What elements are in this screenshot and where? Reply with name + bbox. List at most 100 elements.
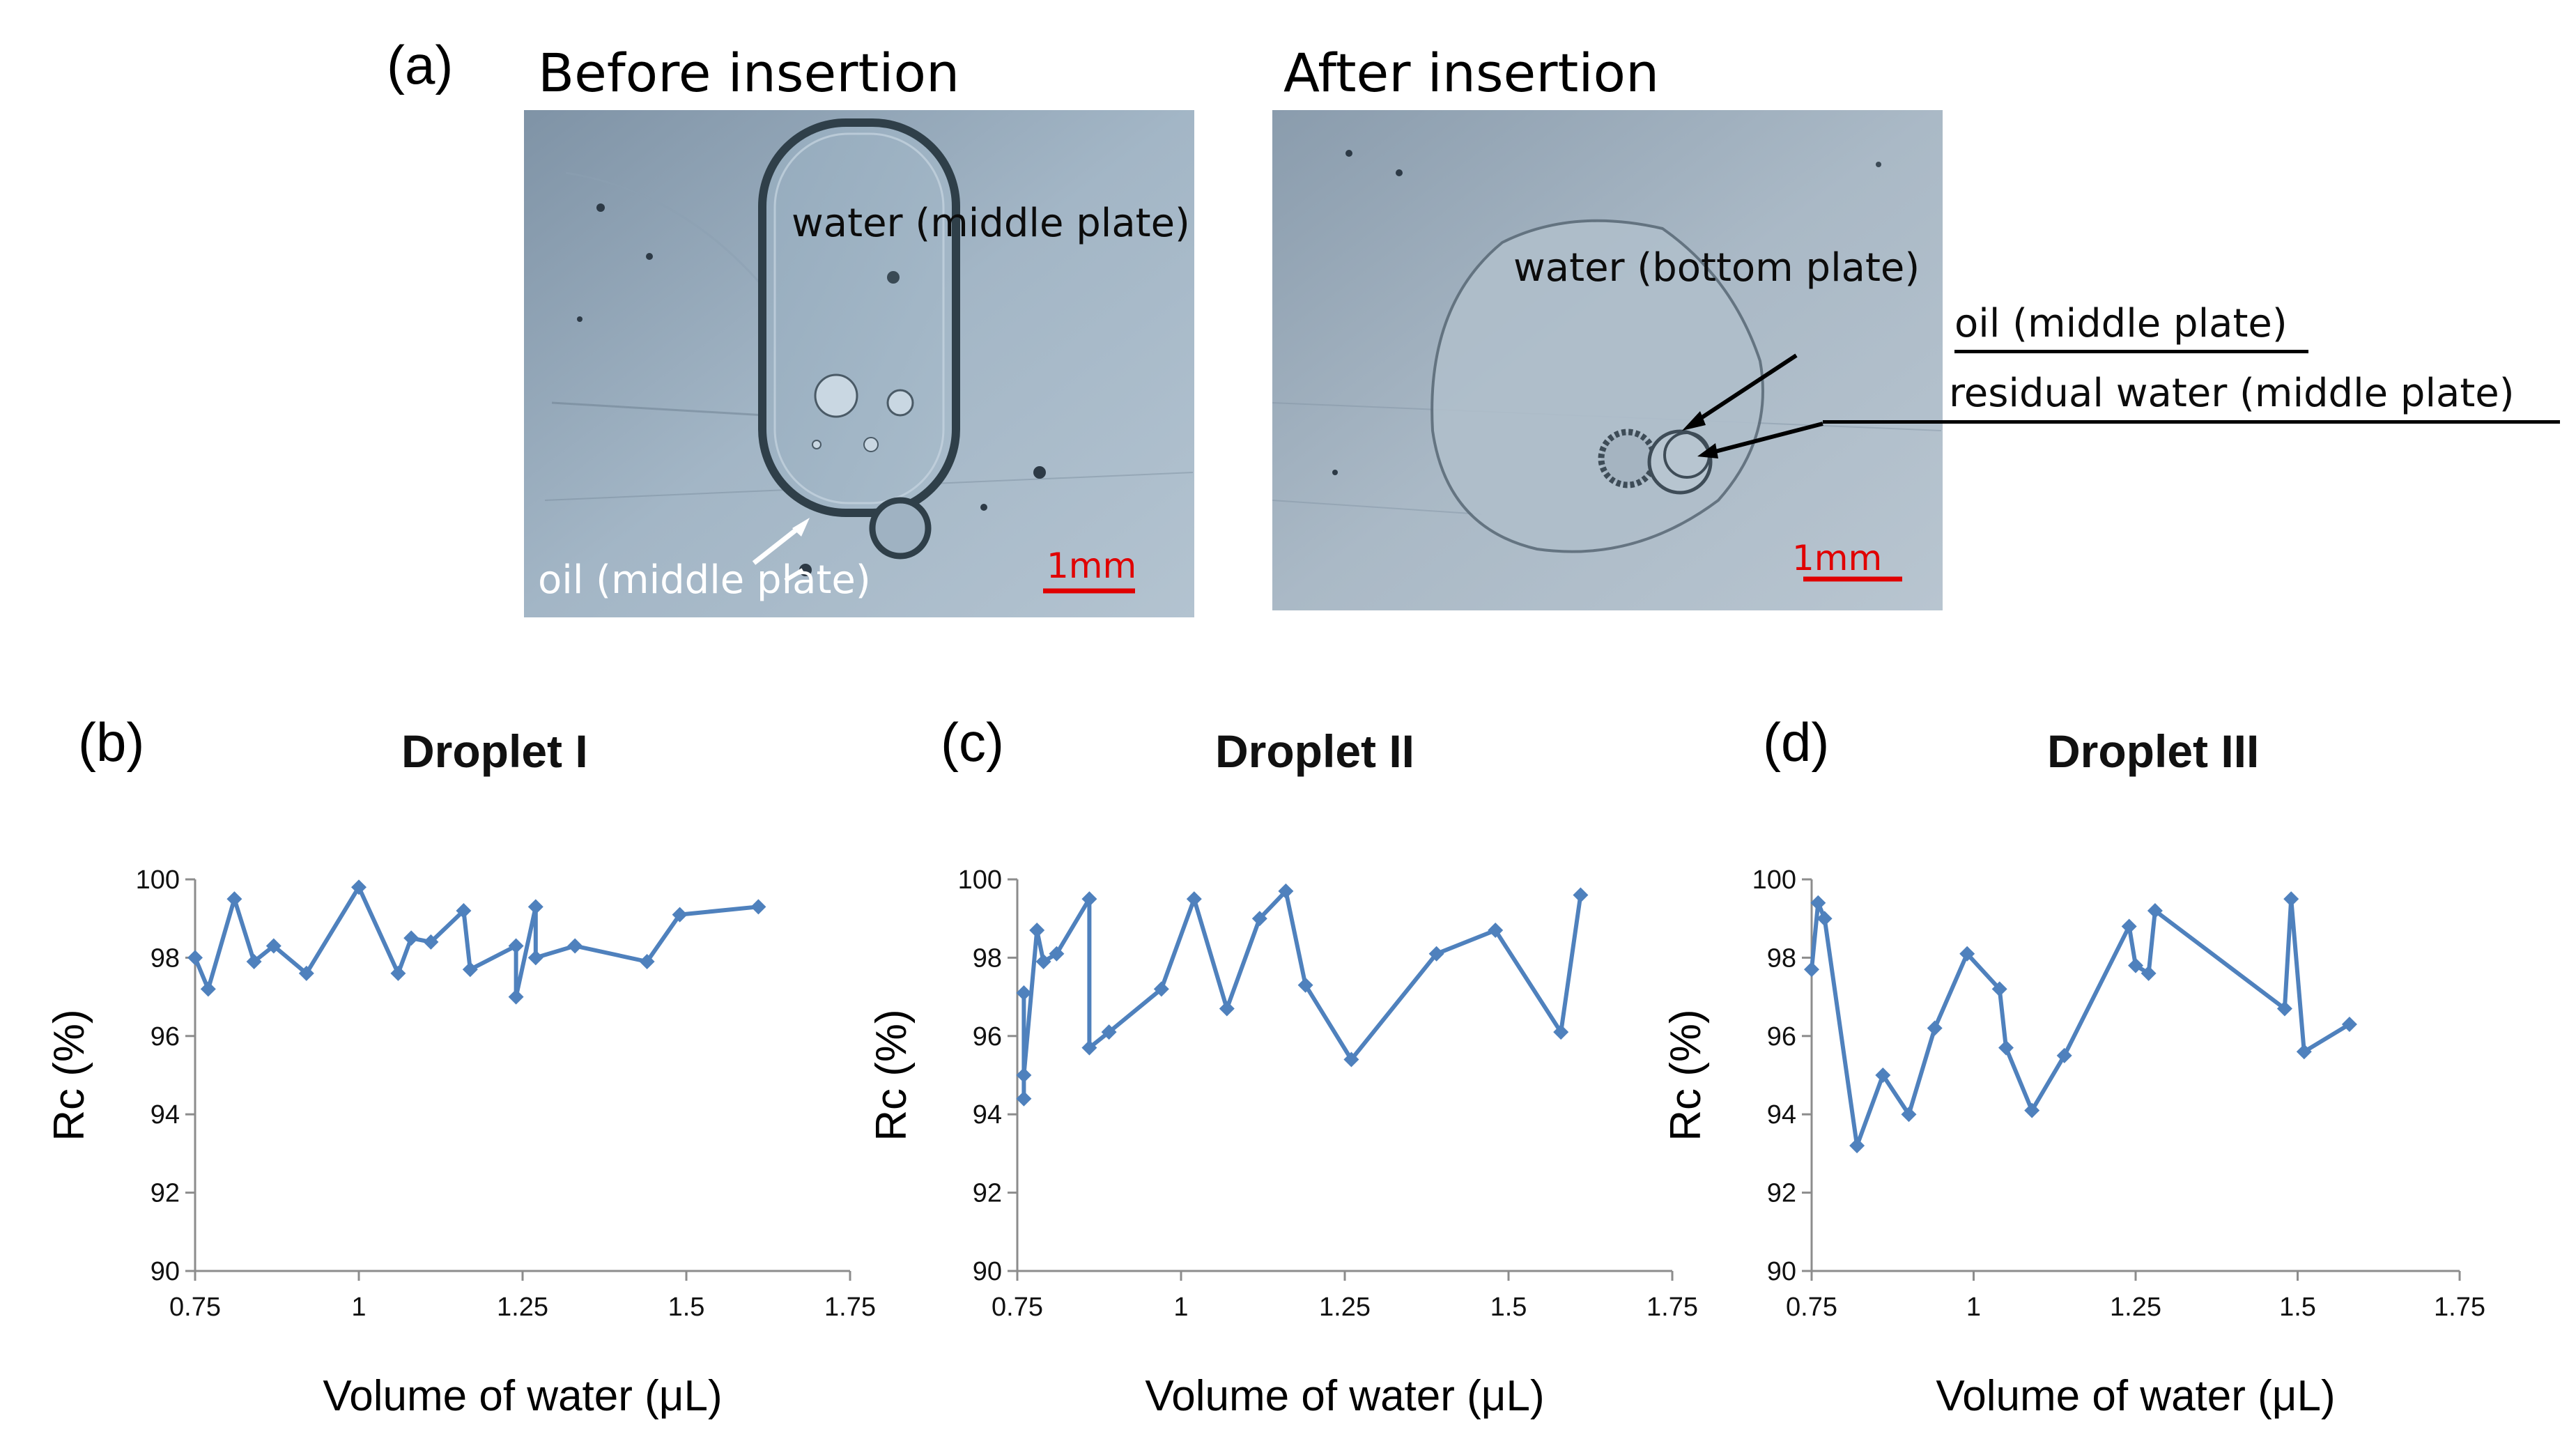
y-axis-title: Rc (%) — [1662, 1009, 1710, 1141]
data-point — [1573, 887, 1589, 903]
y-axis-title: Rc (%) — [867, 1009, 916, 1141]
data-point — [1049, 946, 1065, 962]
x-tick-label: 1.75 — [2434, 1293, 2485, 1322]
y-tick-label: 92 — [151, 1179, 180, 1208]
x-tick-label: 1.25 — [1319, 1293, 1371, 1322]
data-point — [1959, 946, 1975, 962]
data-point — [1219, 1001, 1235, 1017]
data-point — [1016, 985, 1032, 1001]
x-axis-title: Volume of water (μL) — [323, 1372, 722, 1420]
chart-title-droplet-1: Droplet I — [401, 725, 588, 777]
x-tick-label: 1 — [351, 1293, 366, 1322]
y-tick-label: 92 — [973, 1179, 1002, 1208]
before-scale-label: 1mm — [1047, 546, 1137, 586]
data-point — [2141, 965, 2157, 981]
data-point — [226, 891, 242, 907]
data-point — [1278, 883, 1294, 899]
after-residual-underline — [1823, 420, 2560, 424]
data-point — [298, 965, 314, 981]
data-point — [1081, 1040, 1097, 1056]
data-point — [567, 938, 583, 954]
panel-label-b: (b) — [78, 711, 145, 773]
after-residual-label: residual water (middle plate) — [1949, 371, 2515, 416]
y-tick-label: 98 — [973, 943, 1002, 973]
data-point — [672, 907, 688, 923]
chart-title-droplet-2: Droplet II — [1215, 725, 1415, 777]
data-point — [2341, 1016, 2357, 1032]
data-point — [1810, 895, 1826, 911]
after-water-label: water (bottom plate) — [1513, 245, 1920, 291]
before-water-label: water (middle plate) — [792, 201, 1190, 246]
after-insertion-title: After insertion — [1283, 42, 1660, 104]
x-tick-label: 1.5 — [1490, 1293, 1527, 1322]
data-point — [423, 934, 439, 950]
data-point — [2128, 957, 2143, 973]
x-tick-label: 0.75 — [1786, 1293, 1837, 1322]
data-point — [403, 930, 419, 946]
data-point — [750, 899, 766, 915]
data-point — [508, 938, 524, 954]
data-point — [1804, 962, 1819, 978]
x-tick-label: 1.5 — [668, 1293, 705, 1322]
data-point — [390, 965, 406, 981]
data-point — [1428, 946, 1444, 962]
y-tick-label: 90 — [151, 1257, 180, 1286]
data-point — [462, 962, 478, 978]
data-point — [2296, 1044, 2312, 1060]
y-tick-label: 96 — [151, 1022, 180, 1051]
y-tick-label: 100 — [1752, 865, 1796, 895]
y-tick-label: 90 — [1767, 1257, 1796, 1286]
after-oil-underline — [1954, 350, 2308, 353]
data-point — [2024, 1102, 2040, 1118]
data-point — [2121, 918, 2137, 934]
after-scale-label: 1mm — [1792, 538, 1883, 578]
data-point — [1016, 1068, 1032, 1083]
before-insertion-title: Before insertion — [538, 42, 960, 104]
panel-label-d: (d) — [1763, 711, 1830, 773]
x-tick-label: 1 — [1173, 1293, 1188, 1322]
data-point — [1081, 891, 1097, 907]
y-tick-label: 94 — [973, 1100, 1002, 1130]
x-axis-title: Volume of water (μL) — [1145, 1372, 1544, 1420]
data-point — [527, 899, 543, 915]
data-point — [1875, 1068, 1891, 1083]
x-tick-label: 1 — [1966, 1293, 1981, 1322]
data-point — [351, 879, 367, 895]
data-point — [246, 954, 262, 970]
data-point — [2283, 891, 2299, 907]
data-point — [1553, 1024, 1569, 1040]
data-point — [1035, 954, 1051, 970]
y-axis-title: Rc (%) — [45, 1009, 93, 1141]
x-tick-label: 1.5 — [2279, 1293, 2316, 1322]
data-point — [456, 902, 472, 918]
after-insertion-photo — [1272, 110, 1943, 610]
x-axis-title: Volume of water (μL) — [1936, 1372, 2335, 1420]
data-point — [2276, 1001, 2292, 1017]
after-oil-label: oil (middle plate) — [1954, 301, 2288, 346]
data-point — [1251, 911, 1267, 927]
before-insertion-photo — [524, 110, 1194, 617]
x-tick-label: 0.75 — [169, 1293, 221, 1322]
panel-label-c: (c) — [941, 711, 1004, 773]
panel-label-a: (a) — [387, 34, 454, 95]
data-point — [1901, 1107, 1917, 1123]
data-point — [2147, 902, 2163, 918]
y-tick-label: 100 — [958, 865, 1002, 895]
data-point — [1186, 891, 1202, 907]
before-oil-label: oil (middle plate) — [538, 557, 871, 603]
y-tick-label: 90 — [973, 1257, 1002, 1286]
after-insertion-micrograph — [1272, 110, 1943, 610]
y-tick-label: 94 — [1767, 1100, 1796, 1130]
data-point — [1817, 911, 1833, 927]
data-point — [1343, 1051, 1359, 1068]
chart-title-droplet-3: Droplet III — [2047, 725, 2260, 777]
data-point — [527, 950, 543, 966]
y-tick-label: 92 — [1767, 1179, 1796, 1208]
y-tick-label: 96 — [973, 1022, 1002, 1051]
x-tick-label: 1.75 — [1646, 1293, 1698, 1322]
data-point — [1297, 977, 1313, 993]
data-point — [2056, 1047, 2072, 1063]
